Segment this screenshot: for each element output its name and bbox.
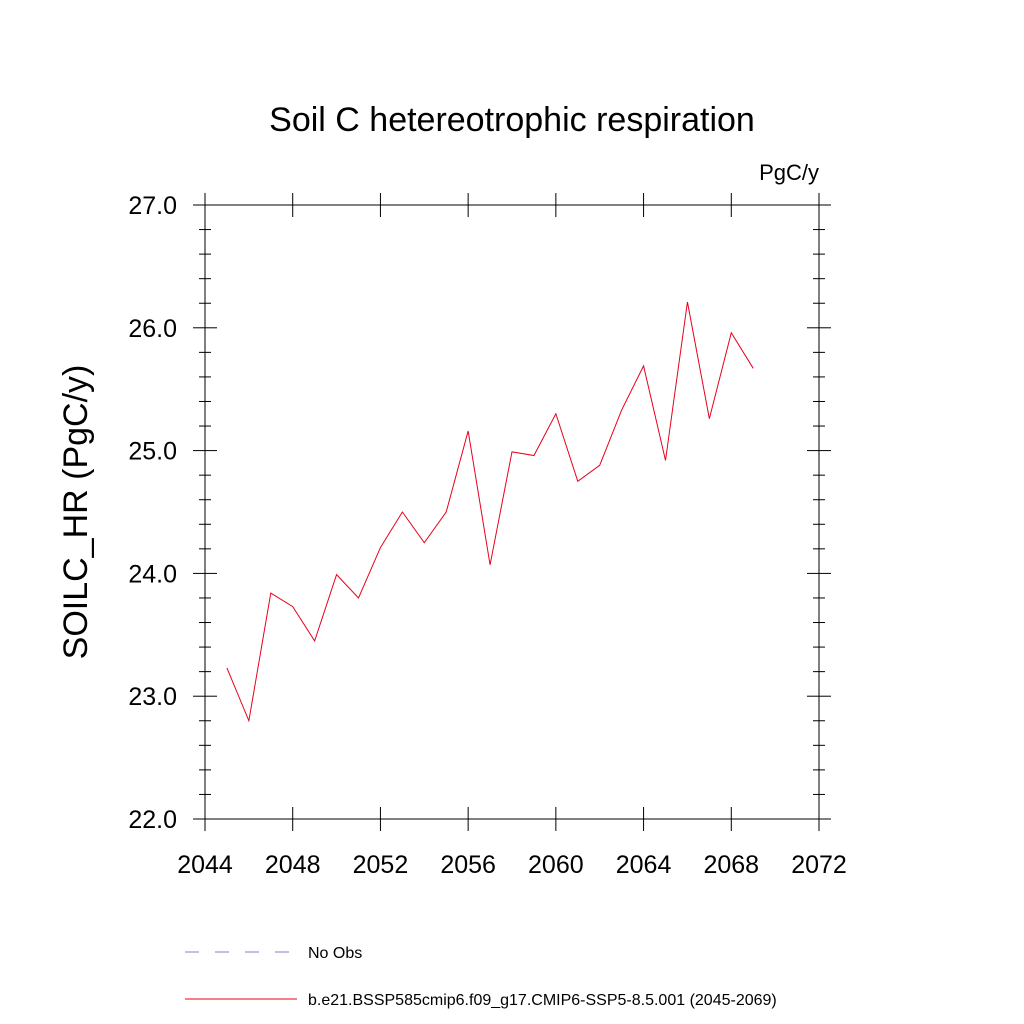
x-tick-label: 2068 bbox=[703, 851, 759, 879]
y-tick-label: 27.0 bbox=[128, 192, 177, 220]
legend-label: No Obs bbox=[308, 945, 362, 962]
series-line bbox=[226, 301, 754, 723]
x-tick-label: 2072 bbox=[791, 851, 847, 879]
x-tick-label: 2048 bbox=[265, 851, 321, 879]
x-tick-label: 2060 bbox=[528, 851, 584, 879]
plot-frame bbox=[204, 204, 820, 820]
x-tick-label: 2052 bbox=[353, 851, 409, 879]
y-tick-label: 26.0 bbox=[128, 315, 177, 343]
y-axis-label: SOILC_HR (PgC/y) bbox=[57, 365, 95, 660]
units-label: PgC/y bbox=[759, 160, 819, 185]
x-tick-label: 2044 bbox=[177, 851, 233, 879]
plot-layer: 2044 2048 2052 2056 2060 2064 2068 2072 22.0 23.0… bbox=[128, 192, 846, 879]
y-tick-label: 23.0 bbox=[128, 683, 177, 711]
y-tick-label: 22.0 bbox=[128, 806, 177, 834]
legend: No Obs b.e21.BSSP585cmip6.f09_g17.CMIP6-S… bbox=[185, 945, 777, 1009]
chart-title: Soil C hetereotrophic respiration bbox=[269, 101, 755, 139]
legend-label: b.e21.BSSP585cmip6.f09_g17.CMIP6-SSP5-8.… bbox=[308, 992, 777, 1009]
x-tick-label: 2056 bbox=[440, 851, 496, 879]
y-tick-label: 25.0 bbox=[128, 438, 177, 466]
y-tick-label: 24.0 bbox=[128, 560, 177, 588]
x-tick-label: 2064 bbox=[616, 851, 672, 879]
